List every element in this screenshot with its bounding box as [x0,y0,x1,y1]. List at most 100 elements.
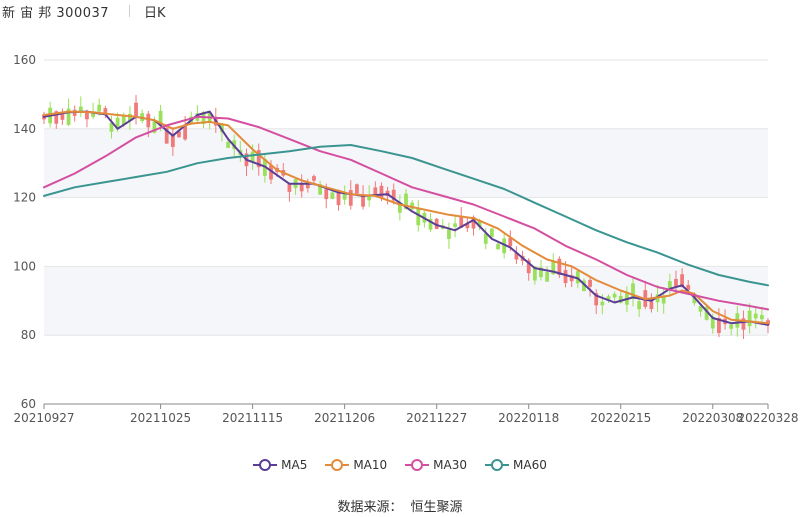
legend-item-ma30[interactable]: MA30 [405,458,467,472]
candle-body [477,220,482,227]
candle-body [490,228,494,237]
candle-body [600,301,605,306]
candle-body [532,266,537,281]
chart-legend: MA5 MA10 MA30 MA60 [0,458,800,472]
candle-body [330,192,335,199]
candle-body [710,316,715,329]
candle-body [759,314,764,320]
candle-body [256,150,261,168]
candle-body [569,275,574,282]
legend-label-ma5: MA5 [281,458,308,472]
candle-body [434,218,439,230]
candle-body [103,108,108,114]
candle-body [631,283,635,299]
candle-body [471,216,476,229]
candle-body [152,121,157,133]
ma60-legend-icon [485,459,510,471]
candle-body [336,189,341,206]
period-label: 日K [144,5,166,21]
candle-body [404,193,408,209]
candle-body [416,208,421,226]
candle-body [78,106,83,113]
legend-label-ma60: MA60 [513,458,547,472]
candle-body [250,151,255,162]
candle-body [379,185,384,198]
candle-body [582,280,586,292]
candle-body [299,183,304,192]
data-source: 数据来源： 恒生聚源 [0,496,800,515]
candle-body [618,295,623,303]
candle-body [686,284,691,290]
candle-body [91,112,95,117]
candle-body [594,293,599,306]
candle-body [109,122,114,132]
x-tick-label: 20220308 [682,411,743,425]
grid-band [44,128,768,198]
candle-body [97,104,102,112]
x-tick-label: 20211206 [314,411,375,425]
y-tick-label: 60 [21,397,36,411]
legend-item-ma60[interactable]: MA60 [485,458,547,472]
x-tick-label: 20211227 [406,411,467,425]
candle-body [146,113,151,128]
candle-body [551,261,556,275]
candle-body [164,127,169,144]
candle-body [753,313,758,319]
candle-body [680,274,684,288]
candle-body [717,318,721,334]
candle-body [514,252,519,260]
candle-body [158,110,163,127]
candle-body [373,187,378,195]
candle-body [747,310,752,327]
candle-body [704,306,709,320]
candle-body [54,111,59,124]
legend-label-ma10: MA10 [353,458,388,472]
series-line-ma10 [43,110,769,325]
y-tick-label: 100 [13,259,36,273]
candle-body [269,165,273,180]
x-tick-label: 20220328 [737,411,798,425]
x-tick-label: 20211115 [222,411,283,425]
source-prefix: 数据来源： [337,500,403,515]
candle-body [483,233,488,244]
candle-body [741,318,746,330]
y-tick-label: 80 [21,328,36,342]
candle-body [508,237,513,247]
candle-body [128,113,132,122]
candle-body [115,117,120,128]
candle-body [526,260,531,274]
chart-header: 新 宙 邦 300037 日K [0,0,166,22]
ma5-legend-icon [253,459,278,471]
candle-body [410,202,415,210]
candle-body [305,182,310,189]
candle-body [606,296,611,300]
candle-body [661,295,666,304]
candle-body [649,301,654,310]
candle-body [66,108,71,125]
candle-body [465,223,470,229]
source-name: 恒生聚源 [410,500,463,515]
candle-body [220,123,224,133]
candle-body [588,279,592,287]
candle-body [342,193,347,200]
candle-body [183,124,188,140]
stock-label: 新 宙 邦 300037 [2,5,110,21]
candle-body [367,194,372,201]
candle-body [287,184,292,192]
x-tick-label: 20220118 [498,411,559,425]
y-tick-label: 140 [13,122,36,136]
legend-item-ma10[interactable]: MA10 [325,458,387,472]
y-tick-label: 120 [13,191,36,205]
candle-body [60,114,65,120]
series-line-ma5 [43,110,769,326]
candle-body [496,244,500,250]
candle-body [226,141,230,148]
candle-body [539,267,543,278]
candle-body [447,229,451,239]
candle-body [557,258,562,275]
candle-body [692,294,697,304]
candle-body [391,189,396,201]
legend-item-ma5[interactable]: MA5 [253,458,307,472]
candle-body [170,133,175,147]
